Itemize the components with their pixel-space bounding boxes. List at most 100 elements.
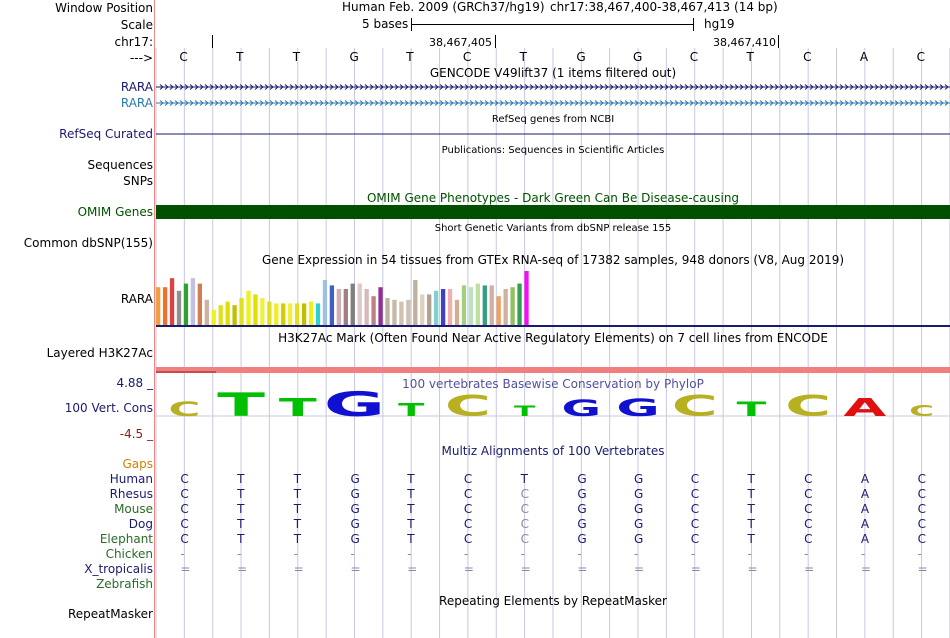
strand-arrow [859, 100, 864, 106]
gtex-bar-41 [440, 289, 446, 325]
strand-arrow [669, 84, 674, 90]
align-base: C [917, 517, 926, 531]
strand-arrow [699, 100, 704, 106]
strand-arrow [639, 84, 644, 90]
align-base: T [293, 532, 302, 546]
strand-arrow [514, 84, 519, 90]
strand-arrow [239, 100, 244, 106]
gtex-bar-43 [454, 299, 460, 325]
label-vert-cons[interactable]: 100 Vert. Cons [64, 401, 153, 415]
omim-gene-bar[interactable] [156, 205, 950, 219]
label-gtex-rara[interactable]: RARA [120, 292, 153, 306]
align-base: T [237, 502, 245, 516]
strand-arrow [264, 84, 269, 90]
scale-db: hg19 [704, 17, 735, 31]
track-title-gtex[interactable]: Gene Expression in 54 tissues from GTEx … [261, 253, 845, 267]
species-label-human[interactable]: Human [109, 472, 153, 486]
label-scale[interactable]: Scale [120, 18, 153, 32]
label-common-dbsnp[interactable]: Common dbSNP(155) [23, 236, 153, 250]
species-label-rhesus[interactable]: Rhesus [109, 487, 153, 501]
align-base: C [917, 532, 926, 546]
strand-arrow [519, 100, 524, 106]
strand-arrow [629, 84, 634, 90]
gtex-bar-32 [378, 287, 383, 325]
strand-arrow [454, 84, 459, 90]
strand-arrow [329, 100, 334, 106]
align-base: G [350, 502, 360, 516]
species-label-chicken[interactable]: Chicken [105, 547, 153, 561]
strand-arrow [624, 84, 629, 90]
strand-arrow [384, 100, 389, 106]
species-label-zebrafish[interactable]: Zebrafish [96, 577, 153, 591]
track-title-gencode[interactable]: GENCODE V49lift37 (1 items filtered out) [429, 66, 677, 80]
align-base: = [917, 562, 928, 576]
gtex-bar-49 [496, 296, 501, 325]
strand-arrow [339, 84, 344, 90]
strand-arrow [849, 100, 854, 106]
strand-arrow [829, 84, 834, 90]
strand-arrow [859, 84, 864, 90]
track-title-multiz[interactable]: Multiz Alignments of 100 Vertebrates [441, 444, 665, 458]
species-label-dog[interactable]: Dog [128, 517, 153, 531]
track-title-conservation[interactable]: 100 vertebrates Basewise Conservation by… [402, 377, 704, 391]
label-rara-1[interactable]: RARA [120, 80, 153, 94]
base-13: C [916, 50, 925, 64]
track-title-repeatmasker[interactable]: Repeating Elements by RepeatMasker [439, 594, 667, 608]
strand-arrow [889, 100, 894, 106]
species-label-elephant[interactable]: Elephant [99, 532, 153, 546]
align-base: = [747, 562, 758, 576]
strand-arrow [774, 100, 779, 106]
track-title-omim[interactable]: OMIM Gene Phenotypes - Dark Green Can Be… [366, 191, 740, 205]
strand-arrow [204, 84, 209, 90]
label-layered-h3k27ac[interactable]: Layered H3K27Ac [46, 346, 153, 360]
strand-arrow [674, 100, 679, 106]
align-base: G [577, 472, 587, 486]
strand-arrow [434, 84, 439, 90]
strand-arrow [659, 100, 664, 106]
strand-arrow [879, 84, 884, 90]
strand-arrow [864, 100, 869, 106]
cons-letter-7: G [562, 396, 602, 422]
align-base: T [747, 532, 755, 546]
strand-arrow [604, 84, 609, 90]
species-label-x_tropicalis[interactable]: X_tropicalis [84, 562, 153, 576]
gtex-bar-39 [427, 294, 432, 325]
strand-arrow [179, 84, 184, 90]
label-omim-genes[interactable]: OMIM Genes [77, 205, 153, 219]
label-window-position[interactable]: Window Position [55, 1, 153, 15]
strand-arrow [424, 84, 429, 90]
strand-arrow [399, 100, 404, 106]
track-title-h3k27ac[interactable]: H3K27Ac Mark (Often Found Near Active Re… [278, 331, 828, 345]
strand-arrow [879, 100, 884, 106]
strand-arrow [799, 84, 804, 90]
align-base: T [237, 517, 245, 531]
label-sequences[interactable]: Sequences [87, 158, 153, 172]
strand-arrow [194, 100, 199, 106]
cons-letter-5: C [445, 390, 491, 423]
align-base: - [407, 547, 412, 561]
gtex-bar-26 [336, 289, 341, 325]
strand-arrow [914, 84, 919, 90]
strand-arrow [599, 84, 604, 90]
label-repeatmasker[interactable]: RepeatMasker [67, 607, 153, 621]
label-strand[interactable]: ---> [129, 51, 153, 65]
track-title-publications[interactable]: Publications: Sequences in Scientific Ar… [441, 145, 665, 156]
label-chrom[interactable]: chr17: [114, 35, 153, 49]
label-snps[interactable]: SNPs [123, 174, 153, 188]
strand-arrow [369, 84, 374, 90]
strand-arrow [599, 100, 604, 106]
species-label-mouse[interactable]: Mouse [114, 502, 153, 516]
label-refseq-curated[interactable]: RefSeq Curated [59, 127, 153, 141]
label-rara-2[interactable]: RARA [120, 96, 153, 110]
track-title-refseq[interactable]: RefSeq genes from NCBI [491, 114, 615, 125]
strand-arrow [869, 100, 874, 106]
strand-arrow [509, 84, 514, 90]
h3k27ac-signal-bar[interactable] [156, 367, 950, 373]
species-label-gaps[interactable]: Gaps [122, 457, 153, 471]
strand-arrow [524, 100, 529, 106]
align-base: = [577, 562, 588, 576]
track-title-dbsnp[interactable]: Short Genetic Variants from dbSNP releas… [434, 223, 672, 234]
